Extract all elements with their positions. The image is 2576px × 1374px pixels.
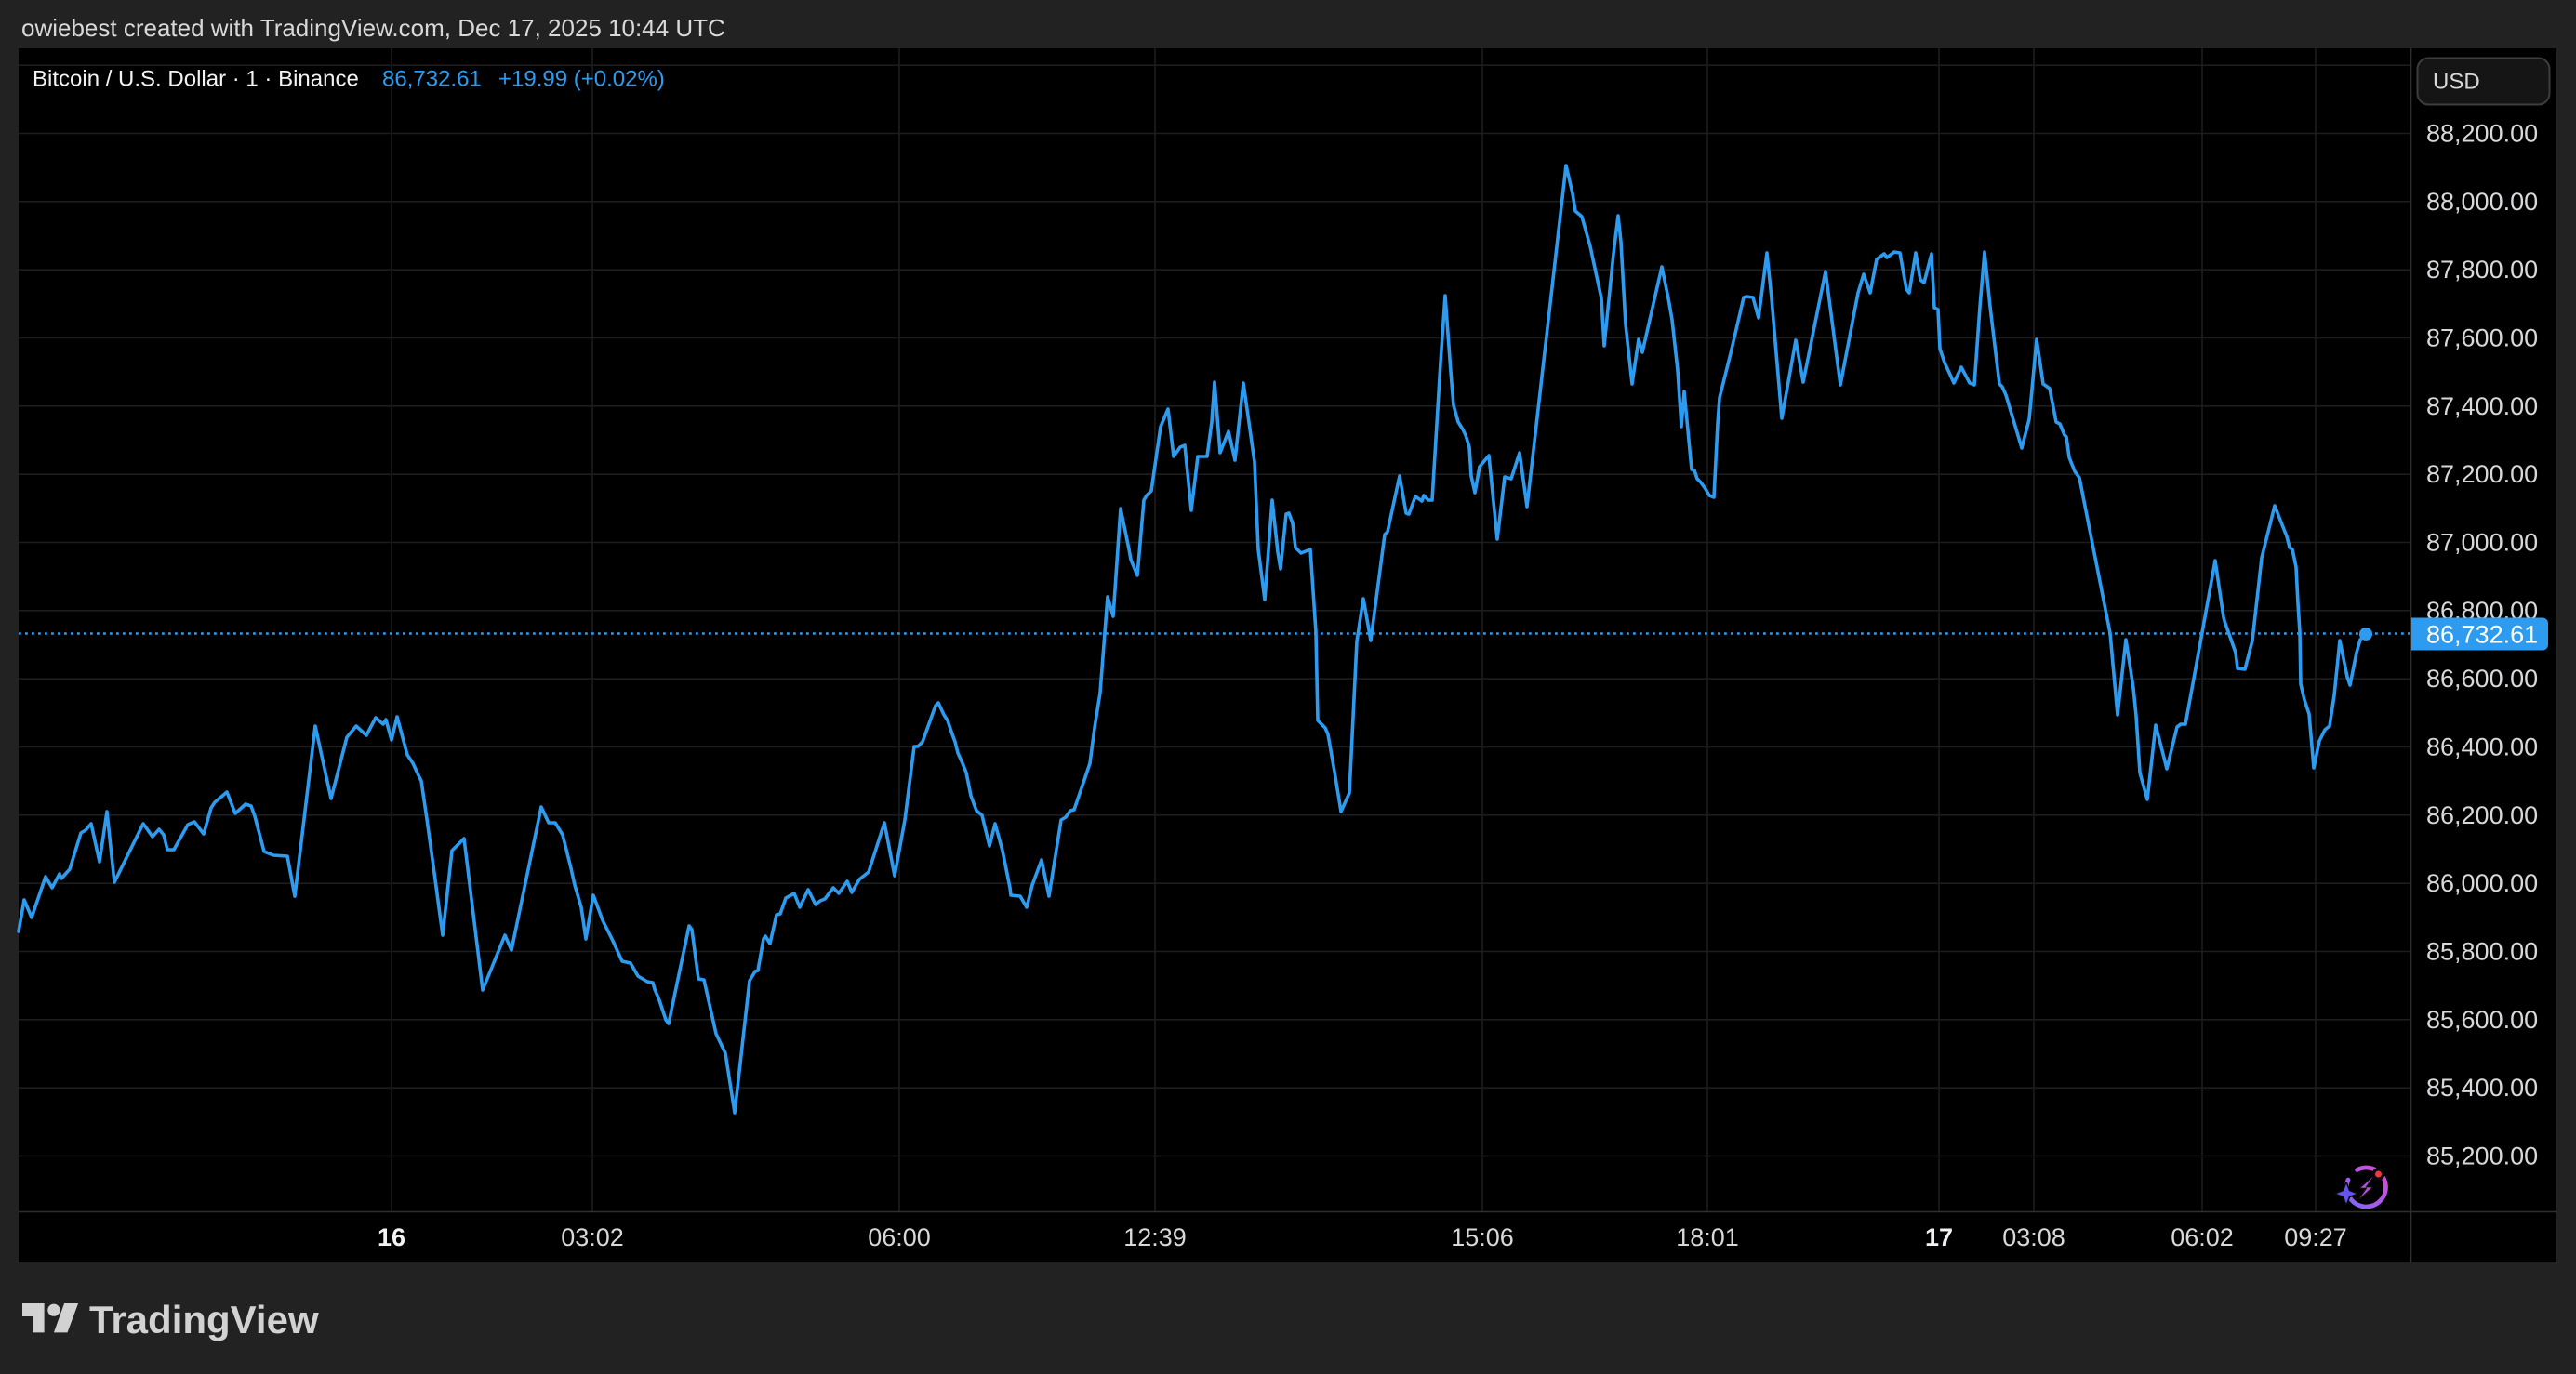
svg-text:03:02: 03:02 — [561, 1223, 624, 1251]
svg-text:17: 17 — [1925, 1223, 1953, 1251]
svg-text:18:01: 18:01 — [1676, 1223, 1739, 1251]
svg-text:owiebest created with TradingV: owiebest created with TradingView.com, D… — [21, 14, 725, 42]
svg-text:85,400.00: 85,400.00 — [2426, 1074, 2538, 1102]
svg-text:09:27: 09:27 — [2284, 1223, 2347, 1251]
svg-text:85,600.00: 85,600.00 — [2426, 1006, 2538, 1034]
svg-text:87,400.00: 87,400.00 — [2426, 392, 2538, 420]
svg-text:87,200.00: 87,200.00 — [2426, 460, 2538, 488]
svg-text:USD: USD — [2433, 70, 2480, 95]
svg-text:15:06: 15:06 — [1451, 1223, 1514, 1251]
svg-text:12:39: 12:39 — [1123, 1223, 1187, 1251]
svg-text:03:08: 03:08 — [2002, 1223, 2065, 1251]
svg-text:+19.99 (+0.02%): +19.99 (+0.02%) — [498, 67, 665, 92]
svg-text:86,732.61: 86,732.61 — [382, 67, 482, 92]
svg-text:86,400.00: 86,400.00 — [2426, 733, 2538, 761]
svg-text:87,800.00: 87,800.00 — [2426, 256, 2538, 284]
svg-text:87,600.00: 87,600.00 — [2426, 324, 2538, 352]
svg-text:16: 16 — [378, 1223, 405, 1251]
svg-text:86,600.00: 86,600.00 — [2426, 665, 2538, 693]
svg-text:88,200.00: 88,200.00 — [2426, 120, 2538, 148]
svg-text:86,200.00: 86,200.00 — [2426, 801, 2538, 829]
svg-text:88,000.00: 88,000.00 — [2426, 188, 2538, 216]
svg-text:86,000.00: 86,000.00 — [2426, 869, 2538, 897]
svg-text:85,800.00: 85,800.00 — [2426, 938, 2538, 966]
svg-text:Bitcoin / U.S. Dollar · 1 · Bi: Bitcoin / U.S. Dollar · 1 · Binance — [33, 67, 359, 92]
svg-text:TradingView: TradingView — [89, 1298, 319, 1341]
svg-text:85,200.00: 85,200.00 — [2426, 1143, 2538, 1170]
svg-text:87,000.00: 87,000.00 — [2426, 529, 2538, 557]
svg-text:06:00: 06:00 — [868, 1223, 931, 1251]
svg-text:86,732.61: 86,732.61 — [2426, 621, 2538, 649]
svg-text:06:02: 06:02 — [2171, 1223, 2234, 1251]
